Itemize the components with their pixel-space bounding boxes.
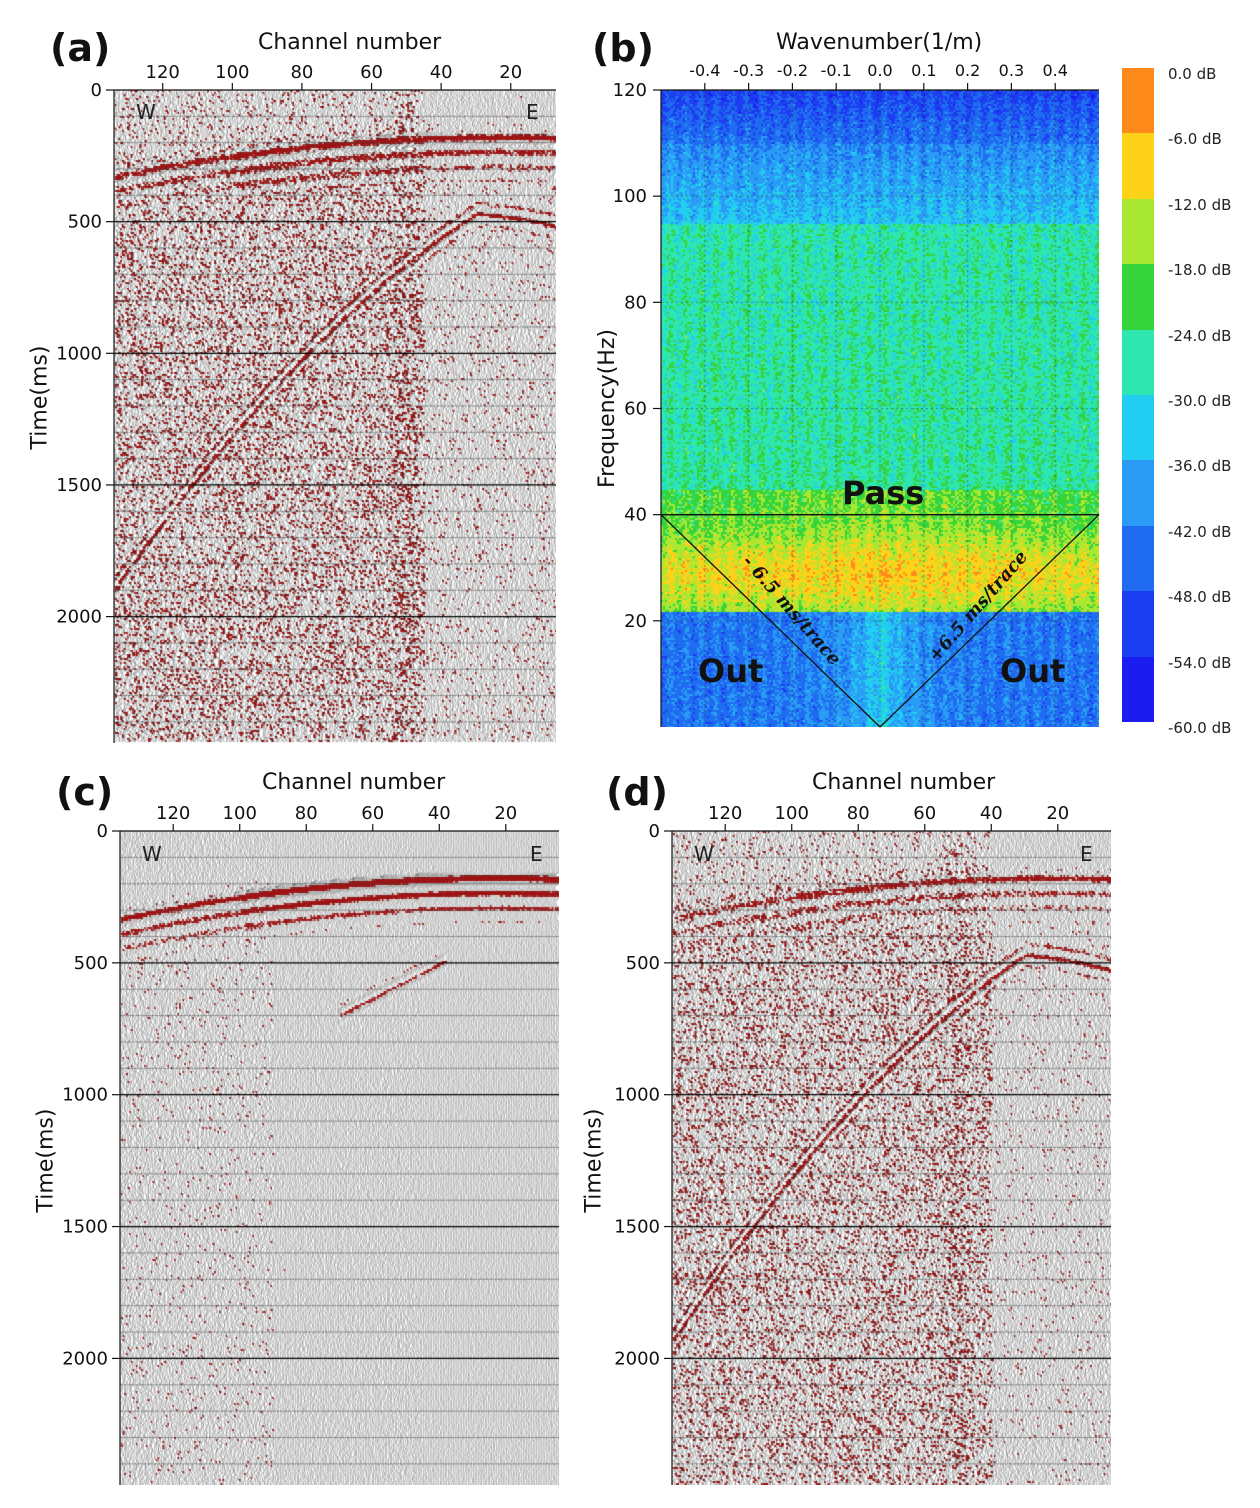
- colorbar-label-4: -24.0 dB: [1168, 326, 1232, 345]
- out-right-region-label: Out: [1000, 652, 1066, 690]
- panel-d-x-tick-label-5: 20: [1046, 803, 1069, 824]
- panel-d-west-label: W: [694, 842, 714, 866]
- panel-d-x-tick-label-1: 100: [775, 803, 809, 824]
- panel-c-x-tick-label-0: 120: [156, 803, 190, 824]
- panel-a-east-label: E: [526, 100, 539, 124]
- panel-b-x-axis-title: Wavenumber(1/m): [776, 30, 983, 55]
- panel-b-x-tick-label-8: 0.4: [1042, 61, 1067, 80]
- panel-d-y-tick-label-0: 0: [649, 821, 660, 842]
- panel-d-y-tick-label-1: 500: [626, 953, 660, 974]
- panel-d-y-tick-label-4: 2000: [614, 1348, 660, 1369]
- panel-c-x-axis-title: Channel number: [262, 770, 446, 795]
- panel-d-letter: (d): [606, 770, 668, 814]
- panel-a-west-label: W: [136, 100, 156, 124]
- out-left-region-label: Out: [698, 652, 764, 690]
- colorbar-label-7: -42.0 dB: [1168, 522, 1232, 541]
- panel-b-y-tick-label-1: 40: [624, 505, 647, 526]
- panel-d-y-tick-label-2: 1000: [614, 1085, 660, 1106]
- colorbar: [1122, 68, 1154, 723]
- colorbar-segment-3: [1122, 264, 1154, 331]
- colorbar-segment-9: [1122, 656, 1154, 723]
- colorbar-segment-1: [1122, 133, 1154, 200]
- panel-b-x-tick-label-6: 0.2: [955, 61, 980, 80]
- colorbar-label-2: -12.0 dB: [1168, 195, 1232, 214]
- colorbar-segment-8: [1122, 591, 1154, 658]
- panel-b-y-tick-label-3: 80: [624, 292, 647, 313]
- panel-a-y-tick-label-3: 1500: [56, 475, 102, 496]
- colorbar-label-3: -18.0 dB: [1168, 261, 1232, 280]
- panel-a-y-tick-label-4: 2000: [56, 607, 102, 628]
- colorbar-segment-5: [1122, 395, 1154, 461]
- panel-b-y-tick-label-5: 120: [613, 80, 647, 101]
- panel-c-x-tick-label-3: 60: [361, 803, 384, 824]
- panel-c-x-tick-label-2: 80: [295, 803, 318, 824]
- panel-b-letter: (b): [592, 26, 654, 70]
- panel-c-x-tick-label-1: 100: [223, 803, 257, 824]
- pass-region-label: Pass: [842, 474, 925, 512]
- panel-a-plot-area: [114, 90, 556, 743]
- panel-b-y-tick-label-4: 100: [613, 186, 647, 207]
- colorbar-label-1: -6.0 dB: [1168, 130, 1222, 149]
- panel-c-y-tick-label-2: 1000: [62, 1085, 108, 1106]
- panel-c-y-tick-label-3: 1500: [62, 1217, 108, 1238]
- panel-c-east-label: E: [530, 842, 543, 866]
- panel-d-y-tick-label-3: 1500: [614, 1217, 660, 1238]
- panel-a-y-tick-label-0: 0: [91, 80, 102, 101]
- panel-a-letter: (a): [50, 26, 111, 70]
- fk-filter-line-1: [879, 514, 1100, 728]
- panel-d-plot-area: [672, 831, 1111, 1485]
- panel-d-wiggle-traces: [672, 831, 1111, 1485]
- panel-c-letter: (c): [56, 770, 114, 814]
- panel-a-x-tick-label-1: 100: [215, 62, 249, 83]
- panel-c-plot-area: [120, 831, 559, 1485]
- panel-c-west-label: W: [142, 842, 162, 866]
- colorbar-label-8: -48.0 dB: [1168, 588, 1232, 607]
- panel-d-x-axis-title: Channel number: [812, 770, 996, 795]
- colorbar-label-9: -54.0 dB: [1168, 653, 1232, 672]
- panel-d-x-tick-label-2: 80: [847, 803, 870, 824]
- colorbar-label-0: 0.0 dB: [1168, 65, 1217, 83]
- panel-b-x-tick-label-0: -0.4: [689, 61, 720, 80]
- colorbar-segment-0: [1122, 68, 1154, 134]
- panel-c-x-tick-label-4: 40: [428, 803, 451, 824]
- panel-b-x-tick-label-4: 0.0: [867, 61, 892, 80]
- panel-b-x-tick-label-5: 0.1: [911, 61, 936, 80]
- panel-c-y-tick-label-1: 500: [74, 953, 108, 974]
- panel-a-x-tick-label-3: 60: [360, 62, 383, 83]
- panel-b-y-tick-label-2: 60: [624, 399, 647, 420]
- colorbar-segment-2: [1122, 198, 1154, 265]
- panel-c-x-tick-label-5: 20: [494, 803, 517, 824]
- panel-a-x-tick-label-0: 120: [146, 62, 180, 83]
- fk-filter-line-0: [660, 514, 881, 728]
- panel-d-x-tick-label-0: 120: [708, 803, 742, 824]
- panel-b-plot-area: [661, 90, 1099, 727]
- panel-c-wiggle-traces: [120, 831, 559, 1485]
- colorbar-segment-6: [1122, 460, 1154, 527]
- panel-d-east-label: E: [1080, 842, 1093, 866]
- panel-a-y-tick-label-1: 500: [68, 212, 102, 233]
- panel-a-x-tick-label-2: 80: [290, 62, 313, 83]
- panel-b-x-tick-label-7: 0.3: [999, 61, 1024, 80]
- panel-c-y-tick-label-4: 2000: [62, 1348, 108, 1369]
- panel-a-x-tick-label-5: 20: [499, 62, 522, 83]
- colorbar-label-6: -36.0 dB: [1168, 457, 1232, 476]
- panel-c-y-tick-label-0: 0: [97, 821, 108, 842]
- panel-a-x-axis-title: Channel number: [258, 30, 442, 55]
- colorbar-label-5: -30.0 dB: [1168, 392, 1232, 410]
- panel-b-x-tick-label-3: -0.1: [821, 61, 852, 80]
- panel-a-x-tick-label-4: 40: [430, 62, 453, 83]
- panel-b-x-tick-label-1: -0.3: [733, 61, 764, 80]
- colorbar-segment-4: [1122, 329, 1154, 396]
- panel-b-y-tick-label-0: 20: [624, 611, 647, 632]
- colorbar-segment-7: [1122, 525, 1154, 592]
- fk-spectrum-image: [661, 90, 1099, 727]
- colorbar-label-10: -60.0 dB: [1168, 719, 1232, 737]
- panel-b-x-tick-label-2: -0.2: [777, 61, 808, 80]
- panel-d-x-tick-label-4: 40: [980, 803, 1003, 824]
- panel-a-wiggle-traces: [114, 90, 556, 743]
- panel-a-y-tick-label-2: 1000: [56, 343, 102, 364]
- panel-d-x-tick-label-3: 60: [913, 803, 936, 824]
